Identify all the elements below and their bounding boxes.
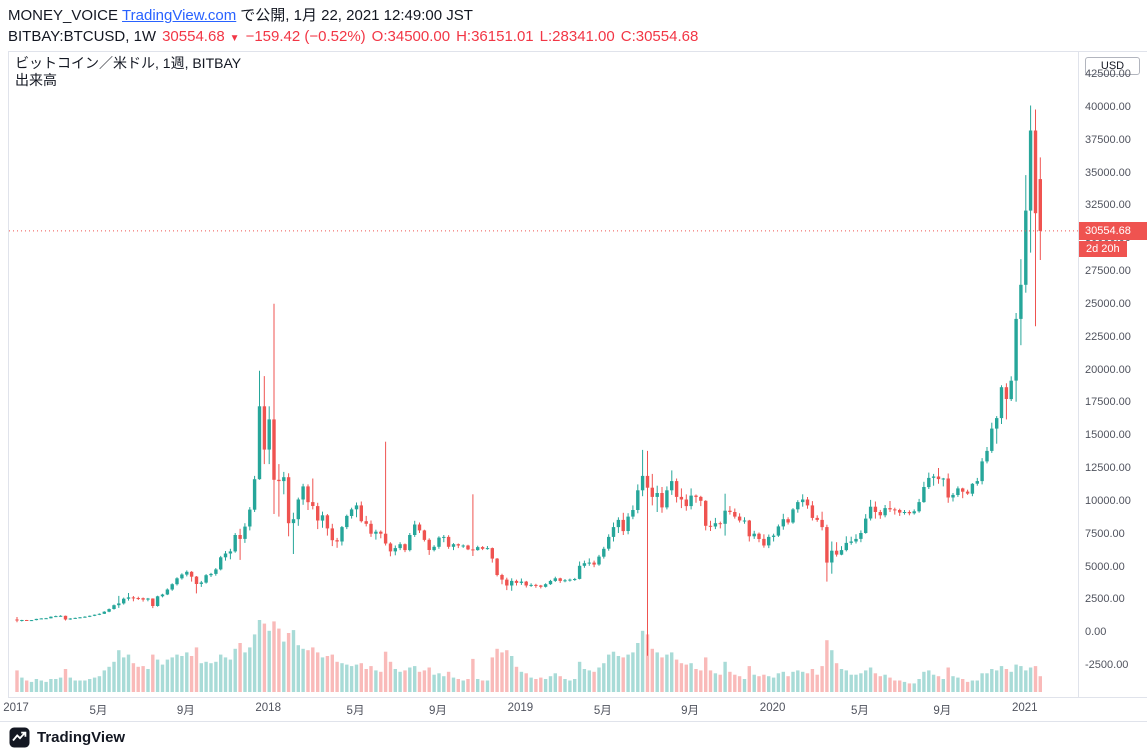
price-axis[interactable]: USD 42500.00 40000.00 37500.00 35000.00 3250… xyxy=(1078,52,1147,697)
tradingview-link[interactable]: TradingView.com xyxy=(122,7,237,24)
publish-timestamp: で公開, 1月 22, 2021 12:49:00 JST xyxy=(240,7,473,24)
price-axis-label: 20000.00 xyxy=(1085,364,1131,376)
time-axis-label: 2020 xyxy=(759,702,786,714)
time-axis-label: 5月 xyxy=(593,705,612,717)
price-axis-label: 10000.00 xyxy=(1085,495,1131,507)
tradingview-logo-icon[interactable] xyxy=(9,727,30,748)
publisher-name: MONEY_VOICE xyxy=(8,7,119,24)
candlestick-chart[interactable] xyxy=(9,52,1079,697)
ohlc-high: H:36151.01 xyxy=(456,28,534,45)
price-axis-label: 2500.00 xyxy=(1085,593,1125,605)
ohlc-close: C:30554.68 xyxy=(620,28,699,45)
publish-header: MONEY_VOICE TradingView.com で公開, 1月 22, 20… xyxy=(0,0,1147,51)
symbol-info-line: BITBAY:BTCUSD, 1W 30554.68 ▼ −159.42 (−0.52… xyxy=(8,26,1147,49)
price-axis-label: 40000.00 xyxy=(1085,101,1131,113)
time-axis-label: 2018 xyxy=(255,702,281,714)
chart-legend: ビットコイン／米ドル, 1週, BITBAY 出来高 xyxy=(15,55,241,89)
price-change: −159.42 (−0.52%) xyxy=(245,28,366,45)
time-axis-label: 2019 xyxy=(507,702,534,714)
price-axis-label: 7500.00 xyxy=(1085,528,1125,540)
current-price-badge: 30554.68 xyxy=(1079,222,1147,240)
time-axis-label: 9月 xyxy=(176,705,195,717)
bar-countdown-badge: 2d 20h xyxy=(1079,241,1127,257)
price-axis-label: 12500.00 xyxy=(1085,462,1131,474)
price-axis-label: 25000.00 xyxy=(1085,298,1131,310)
tradingview-brand[interactable]: TradingView xyxy=(37,728,126,746)
price-axis-label: 37500.00 xyxy=(1085,134,1131,146)
chart-title: ビットコイン／米ドル, 1週, BITBAY xyxy=(15,55,242,71)
chart-region: ビットコイン／米ドル, 1週, BITBAY 出来高 USD 42500.00 4… xyxy=(8,51,1147,698)
time-axis-label: 5月 xyxy=(346,705,365,717)
volume-label: 出来高 xyxy=(15,72,57,88)
time-axis[interactable]: 2017 5月 9月 2018 5月 9月 2019 5月 9月 2020 5月 9月 2021 xyxy=(3,698,1147,721)
price-axis-label: 17500.00 xyxy=(1085,396,1131,408)
publish-info-line: MONEY_VOICE TradingView.com で公開, 1月 22, 20… xyxy=(8,5,1147,26)
currency-badge: USD xyxy=(1085,57,1140,75)
price-axis-label: -2500.00 xyxy=(1085,659,1129,671)
time-axis-label: 9月 xyxy=(428,705,447,717)
price-axis-label: 35000.00 xyxy=(1085,167,1131,179)
time-axis-label: 9月 xyxy=(933,705,952,717)
price-axis-label: 15000.00 xyxy=(1085,429,1131,441)
last-price: 30554.68 xyxy=(162,28,225,45)
ohlc-open: O:34500.00 xyxy=(371,28,451,45)
time-axis-label: 5月 xyxy=(89,705,108,717)
price-axis-label: 32500.00 xyxy=(1085,199,1131,211)
time-axis-label: 2017 xyxy=(3,702,29,714)
price-axis-label: 42500.00 xyxy=(1085,68,1131,80)
price-axis-label: 0.00 xyxy=(1085,626,1107,638)
time-axis-label: 5月 xyxy=(850,705,869,717)
time-axis-label: 2021 xyxy=(1012,702,1038,714)
symbol-label: BITBAY:BTCUSD, 1W xyxy=(8,28,157,45)
time-axis-label: 9月 xyxy=(681,705,700,717)
price-axis-label: 27500.00 xyxy=(1085,265,1131,277)
chart-pane[interactable]: ビットコイン／米ドル, 1週, BITBAY 出来高 xyxy=(8,52,1079,697)
ohlc-low: L:28341.00 xyxy=(539,28,615,45)
footer: TradingView xyxy=(0,721,1147,752)
down-triangle-icon: ▼ xyxy=(229,33,240,44)
price-axis-label: 5000.00 xyxy=(1085,561,1125,573)
price-axis-label: 22500.00 xyxy=(1085,331,1131,343)
